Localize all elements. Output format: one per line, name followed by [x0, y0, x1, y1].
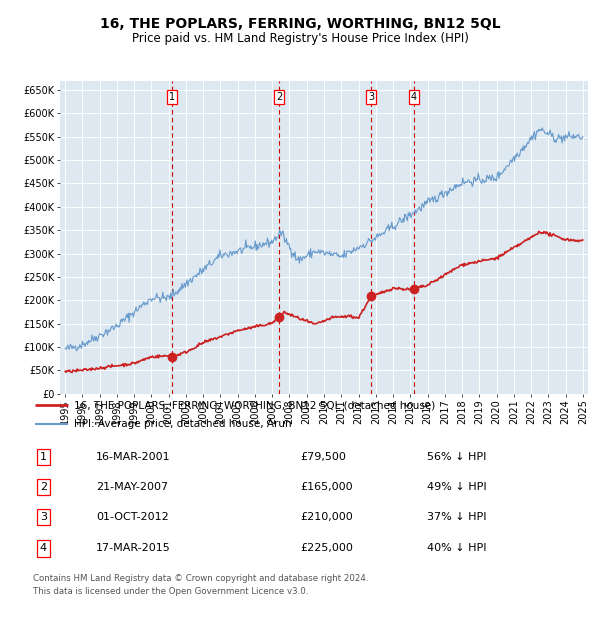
- Text: 49% ↓ HPI: 49% ↓ HPI: [427, 482, 487, 492]
- Text: 2: 2: [276, 92, 282, 102]
- Text: 16, THE POPLARS, FERRING, WORTHING, BN12 5QL (detached house): 16, THE POPLARS, FERRING, WORTHING, BN12…: [74, 401, 435, 410]
- Text: 3: 3: [40, 512, 47, 521]
- Text: £79,500: £79,500: [300, 452, 346, 462]
- Text: £165,000: £165,000: [300, 482, 353, 492]
- Text: 4: 4: [411, 92, 417, 102]
- Text: 2: 2: [40, 482, 47, 492]
- Text: This data is licensed under the Open Government Licence v3.0.: This data is licensed under the Open Gov…: [33, 587, 308, 596]
- Text: Contains HM Land Registry data © Crown copyright and database right 2024.: Contains HM Land Registry data © Crown c…: [33, 574, 368, 583]
- Text: 16-MAR-2001: 16-MAR-2001: [96, 452, 170, 462]
- Text: 56% ↓ HPI: 56% ↓ HPI: [427, 452, 487, 462]
- Text: 40% ↓ HPI: 40% ↓ HPI: [427, 543, 487, 554]
- Text: 16, THE POPLARS, FERRING, WORTHING, BN12 5QL: 16, THE POPLARS, FERRING, WORTHING, BN12…: [100, 17, 500, 30]
- Text: 1: 1: [169, 92, 175, 102]
- Text: 01-OCT-2012: 01-OCT-2012: [96, 512, 169, 521]
- Text: 37% ↓ HPI: 37% ↓ HPI: [427, 512, 487, 521]
- Text: Price paid vs. HM Land Registry's House Price Index (HPI): Price paid vs. HM Land Registry's House …: [131, 32, 469, 45]
- Text: 4: 4: [40, 543, 47, 554]
- Text: 1: 1: [40, 452, 47, 462]
- Text: 3: 3: [368, 92, 374, 102]
- Text: HPI: Average price, detached house, Arun: HPI: Average price, detached house, Arun: [74, 419, 292, 429]
- Text: 17-MAR-2015: 17-MAR-2015: [96, 543, 170, 554]
- Text: 21-MAY-2007: 21-MAY-2007: [96, 482, 168, 492]
- Text: £210,000: £210,000: [300, 512, 353, 521]
- Text: £225,000: £225,000: [300, 543, 353, 554]
